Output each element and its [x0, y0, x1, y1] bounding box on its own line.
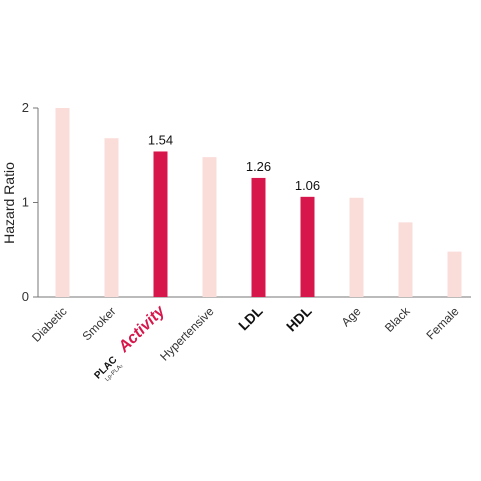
bar — [153, 151, 168, 297]
x-tick-label: Activity — [115, 302, 169, 356]
bar — [349, 197, 364, 297]
y-tick-label: 1 — [22, 195, 29, 210]
value-label: 1.54 — [148, 132, 173, 147]
y-tick-label: 2 — [22, 100, 29, 115]
x-tick-label: Age — [339, 304, 364, 329]
x-tick-label: Smoker — [79, 304, 118, 343]
x-tick-label: Black — [382, 304, 413, 335]
value-label: 1.06 — [295, 178, 320, 193]
bar — [251, 177, 266, 297]
value-label: 1.26 — [246, 159, 271, 174]
bar — [447, 251, 462, 297]
x-tick-label: Diabetic — [29, 304, 70, 345]
bar — [300, 196, 315, 297]
x-tick-label: Female — [423, 304, 461, 342]
bar — [55, 108, 70, 297]
x-tick-label: HDL — [283, 302, 315, 334]
bar — [398, 222, 413, 297]
y-axis-label: Hazard Ratio — [1, 162, 17, 244]
x-tick-label: LDL — [235, 302, 266, 333]
y-tick-label: 0 — [22, 289, 29, 304]
bar — [104, 138, 119, 297]
bar — [202, 157, 217, 297]
